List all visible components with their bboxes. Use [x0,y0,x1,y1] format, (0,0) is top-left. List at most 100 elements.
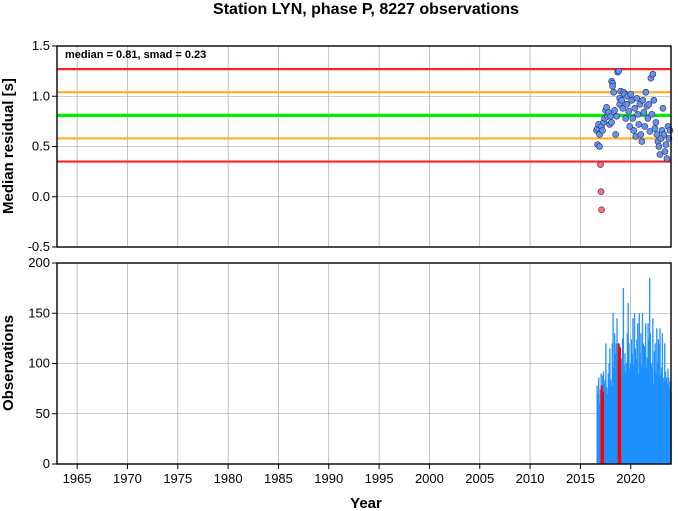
y-tick-label: 1.5 [32,38,50,53]
observation-bar [621,338,624,464]
residual-point [666,127,674,134]
residual-point [599,127,606,134]
observation-bar [648,339,650,464]
residual-point [639,96,647,104]
observation-bar [659,328,661,464]
residual-point [609,82,616,90]
outlier-bar [619,347,622,464]
x-tick-label: 1965 [63,471,92,486]
y-tick-label: 200 [28,255,50,270]
x-tick-label: 2010 [516,471,545,486]
residual-point [615,67,622,75]
residual-point [659,105,667,112]
residual-point [662,141,670,148]
residual-point [637,131,645,138]
residual-point [641,123,649,130]
residual-point [607,113,614,120]
residual-y-axis-label: Median residual [s] [0,78,17,214]
residual-point [638,138,646,145]
x-tick-label: 1990 [314,471,343,486]
observations-y-ticks: 0 50 100 150 200 [28,255,57,471]
observation-bar [661,333,664,464]
observation-bar [630,339,633,464]
observation-bar [637,323,639,464]
year-x-ticks: 1965 1970 1975 1980 1985 1990 1995 2000 2005 2010… [63,464,645,486]
residual-point [663,155,671,162]
observation-bar [636,339,638,464]
residual-point [627,90,635,98]
x-tick-label: 1980 [214,471,243,486]
observation-bar [632,318,634,464]
observation-bar [640,333,642,464]
observation-bar [652,318,654,464]
year-x-axis-label: Year [350,495,382,511]
residual-point [645,100,653,108]
residual-point [634,111,642,118]
x-tick-label: 1985 [264,471,293,486]
y-tick-label: 150 [28,305,50,320]
outlier-bar [602,391,605,464]
observation-bar [657,339,660,464]
observation-bar-base [596,403,671,464]
observations-panel: 0 50 100 150 200 1965 1970 1975 1980 1985 1990 199… [0,255,672,511]
observation-bar [627,303,629,464]
outlier-point [598,206,605,214]
observation-bar [641,313,644,464]
median-smad-annotation: median = 0.81, smad = 0.23 [65,49,206,61]
residual-point [613,113,620,120]
y-tick-label: 0.0 [32,189,50,204]
residual-point [619,105,626,112]
residual-point [661,148,669,155]
outlier-point [597,161,604,168]
residual-point [608,119,615,126]
y-tick-label: 100 [28,356,50,371]
x-tick-label: 2015 [566,471,595,486]
residual-point [650,96,658,104]
x-tick-label: 1970 [113,471,142,486]
residual-point [644,115,652,122]
observation-bar [622,288,625,464]
threshold-lines [57,68,671,163]
observation-bar [633,313,636,464]
residual-grid [57,45,671,248]
residual-point [640,109,648,116]
x-tick-label: 1995 [365,471,394,486]
residual-point [660,131,668,138]
residual-point [623,100,631,108]
residual-point [610,88,617,96]
residual-point [651,125,659,132]
residual-point [633,94,641,102]
residual-point [635,121,643,128]
residual-point [642,88,650,96]
y-tick-label: 0.5 [32,139,50,154]
observation-bar [638,313,640,464]
residual-point [629,115,637,122]
residual-point [596,143,603,150]
x-tick-label: 2005 [465,471,494,486]
residual-point [630,127,638,134]
observation-bar [614,333,616,464]
observations-y-axis-label: Observations [0,315,17,411]
outlier-bar [617,343,620,464]
residual-point [622,115,630,122]
residual-point [631,105,639,112]
x-tick-label: 2020 [616,471,645,486]
observation-bar [612,313,614,464]
residual-point [618,96,625,104]
y-tick-label: -0.5 [28,239,50,254]
residual-point [611,107,618,114]
residual-point [656,151,664,158]
residual-panel: median = 0.81, smad = 0.23 -0.5 0.0 0.5 1.0… [0,38,674,254]
residual-point [612,131,619,138]
residual-y-ticks: -0.5 0.0 0.5 1.0 1.5 [28,38,57,254]
observation-bar [647,323,649,464]
residual-point [652,119,660,126]
observation-bar [616,318,618,464]
x-tick-label: 1975 [163,471,192,486]
observation-bar [645,323,647,464]
residual-point [625,108,633,115]
residual-point [648,111,656,118]
observation-bars [596,278,672,464]
observation-bar [626,333,629,464]
